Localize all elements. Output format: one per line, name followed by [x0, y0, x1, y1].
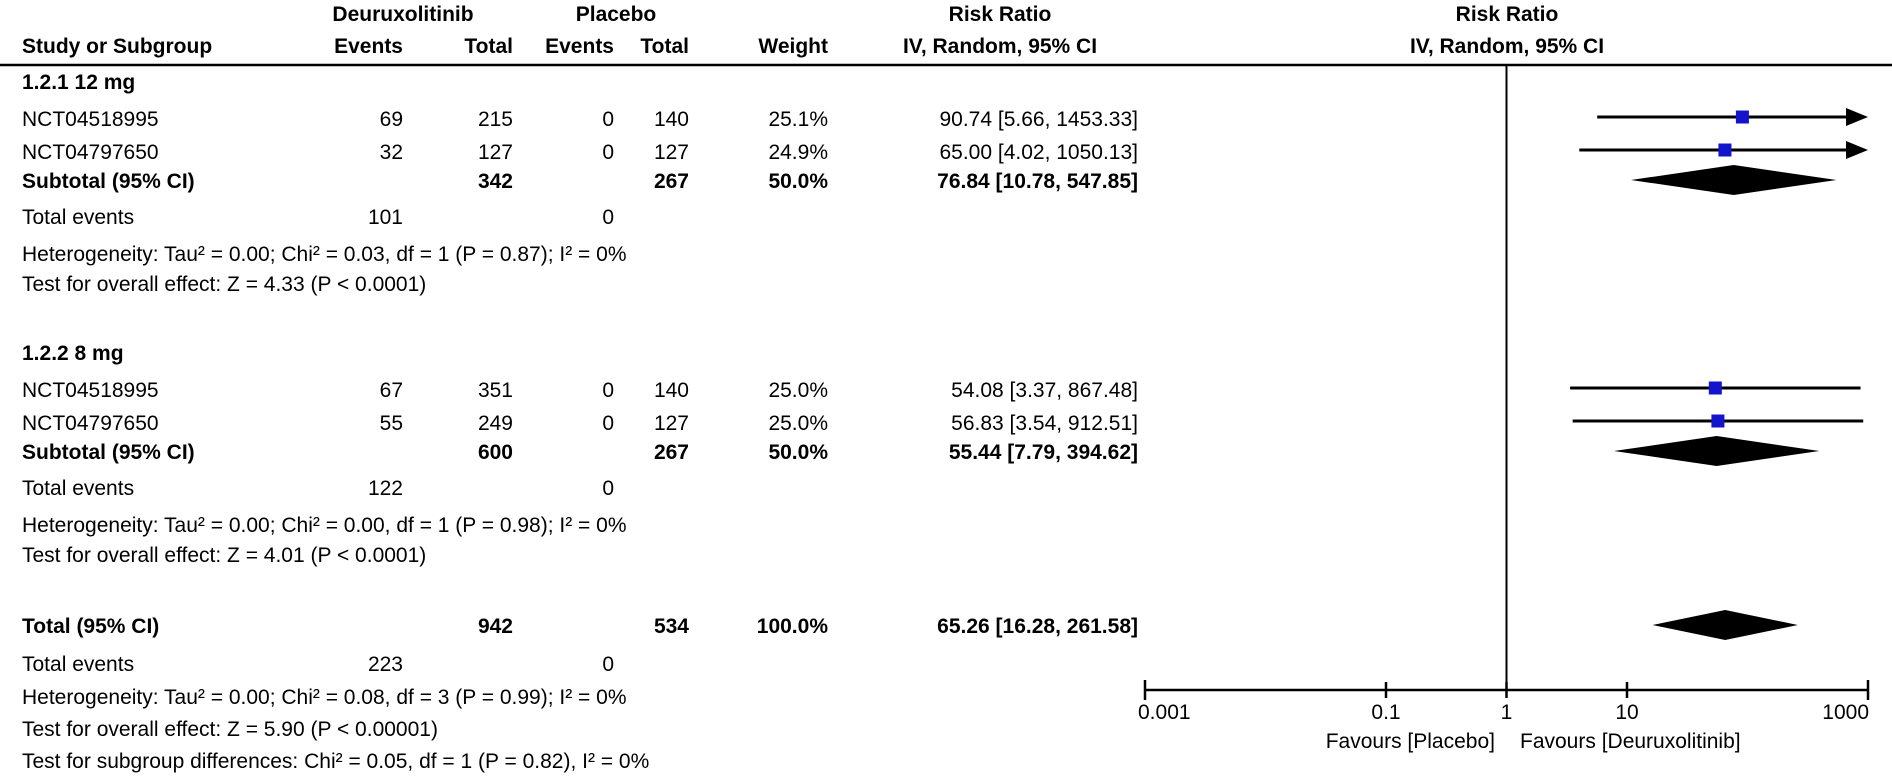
- study-col-header: Study or Subgroup: [22, 35, 213, 58]
- total2-value: 267: [653, 170, 689, 193]
- study-name: NCT04518995: [22, 108, 159, 131]
- point-estimate-marker: [1708, 381, 1722, 395]
- footer-stat-line: Test for overall effect: Z = 5.90 (P < 0…: [22, 718, 438, 741]
- weight-value: 25.1%: [768, 108, 828, 131]
- arrow-right-icon: [1846, 141, 1868, 159]
- effect-estimate: 55.44 [7.79, 394.62]: [948, 441, 1138, 464]
- total2-value: 534: [653, 615, 689, 638]
- favours-right-label: Favours [Deuruxolitinib]: [1520, 730, 1741, 753]
- study-name: NCT04797650: [22, 141, 159, 164]
- point-estimate-marker: [1718, 143, 1732, 157]
- heterogeneity-stat: Heterogeneity: Tau² = 0.00; Chi² = 0.00,…: [22, 514, 627, 537]
- weight-value: 24.9%: [768, 141, 828, 164]
- total1-value: 342: [477, 170, 513, 193]
- plot-header-line2: IV, Random, 95% CI: [1409, 35, 1605, 58]
- effect-estimate: 65.26 [16.28, 261.58]: [937, 615, 1138, 638]
- total2-value: 267: [653, 441, 689, 464]
- weight-col-header: Weight: [758, 35, 828, 58]
- study-name: NCT04797650: [22, 412, 159, 435]
- events2-value: 0: [602, 206, 614, 229]
- pooled-diamond: [1613, 436, 1820, 466]
- weight-value: 25.0%: [768, 412, 828, 435]
- study-name: NCT04518995: [22, 379, 159, 402]
- effect-estimate: 76.84 [10.78, 547.85]: [937, 170, 1138, 193]
- total-events-label: Total events: [22, 477, 135, 500]
- heterogeneity-stat: Heterogeneity: Tau² = 0.00; Chi² = 0.03,…: [22, 243, 627, 266]
- events2-value: 0: [602, 141, 614, 164]
- group1-header: Deuruxolitinib: [332, 3, 474, 26]
- total1-value: 351: [477, 379, 513, 402]
- total1-value: 942: [477, 615, 513, 638]
- subgroup-title: 1.2.1 12 mg: [22, 71, 136, 94]
- effect-estimate: 90.74 [5.66, 1453.33]: [939, 108, 1138, 131]
- effect-header-line2: IV, Random, 95% CI: [902, 35, 1098, 58]
- pooled-label: Total (95% CI): [22, 615, 160, 638]
- axis-tick-label: 0.1: [1371, 701, 1401, 724]
- events2-value: 0: [602, 477, 614, 500]
- total2-col-header: Total: [640, 35, 689, 58]
- total2-value: 127: [653, 141, 689, 164]
- events1-col-header: Events: [334, 35, 403, 58]
- events1-value: 55: [379, 412, 403, 435]
- events1-value: 122: [367, 477, 403, 500]
- total2-value: 140: [653, 108, 689, 131]
- axis-tick-label: 0.001: [1138, 701, 1191, 724]
- events2-col-header: Events: [545, 35, 614, 58]
- total2-value: 127: [653, 412, 689, 435]
- events1-value: 223: [367, 653, 403, 676]
- total2-value: 140: [653, 379, 689, 402]
- arrow-right-icon: [1846, 108, 1868, 126]
- overall-effect-stat: Test for overall effect: Z = 4.33 (P < 0…: [22, 273, 427, 296]
- point-estimate-marker: [1711, 414, 1725, 428]
- weight-value: 50.0%: [768, 441, 828, 464]
- events2-value: 0: [602, 108, 614, 131]
- favours-left-label: Favours [Placebo]: [1325, 730, 1495, 753]
- axis-tick-label: 1: [1500, 701, 1513, 724]
- axis-tick-label: 1000: [1822, 701, 1869, 724]
- effect-header-line1: Risk Ratio: [948, 3, 1052, 26]
- effect-estimate: 65.00 [4.02, 1050.13]: [939, 141, 1138, 164]
- events1-value: 32: [379, 141, 403, 164]
- total-events-label: Total events: [22, 206, 135, 229]
- group2-header: Placebo: [575, 3, 657, 26]
- subgroup-title: 1.2.2 8 mg: [22, 342, 124, 365]
- overall-effect-stat: Test for overall effect: Z = 4.01 (P < 0…: [22, 544, 427, 567]
- events1-value: 69: [379, 108, 403, 131]
- weight-value: 25.0%: [768, 379, 828, 402]
- plot-header-line1: Risk Ratio: [1455, 3, 1559, 26]
- weight-value: 100.0%: [756, 615, 828, 638]
- events1-value: 101: [367, 206, 403, 229]
- total1-value: 600: [477, 441, 513, 464]
- pooled-diamond: [1652, 610, 1798, 640]
- point-estimate-marker: [1735, 110, 1749, 124]
- weight-value: 50.0%: [768, 170, 828, 193]
- events1-value: 67: [379, 379, 403, 402]
- total1-value: 215: [477, 108, 513, 131]
- effect-estimate: 56.83 [3.54, 912.51]: [951, 412, 1138, 435]
- total-events-label: Total events: [22, 653, 135, 676]
- total1-value: 127: [477, 141, 513, 164]
- events2-value: 0: [602, 379, 614, 402]
- axis-tick-label: 10: [1615, 701, 1639, 724]
- footer-stat-line: Heterogeneity: Tau² = 0.00; Chi² = 0.08,…: [22, 686, 627, 709]
- pooled-label: Subtotal (95% CI): [22, 441, 195, 464]
- effect-estimate: 54.08 [3.37, 867.48]: [951, 379, 1138, 402]
- pooled-label: Subtotal (95% CI): [22, 170, 195, 193]
- events2-value: 0: [602, 412, 614, 435]
- events2-value: 0: [602, 653, 614, 676]
- pooled-diamond: [1630, 165, 1837, 195]
- total1-value: 249: [477, 412, 513, 435]
- footer-stat-line: Test for subgroup differences: Chi² = 0.…: [22, 750, 650, 773]
- total1-col-header: Total: [464, 35, 513, 58]
